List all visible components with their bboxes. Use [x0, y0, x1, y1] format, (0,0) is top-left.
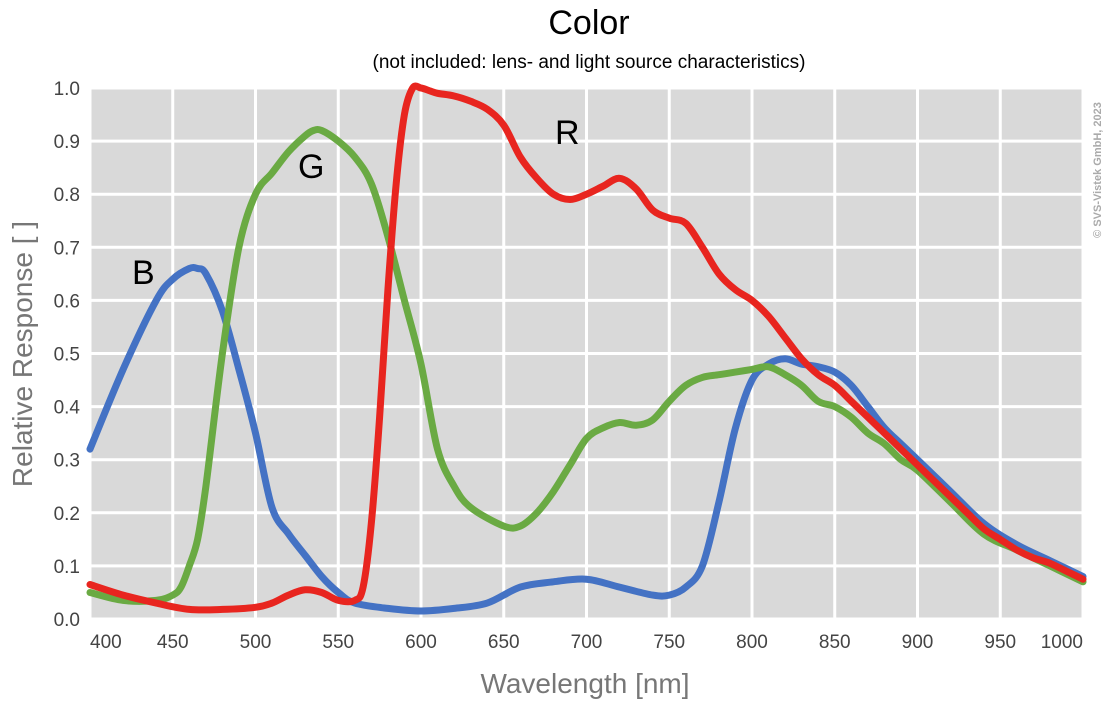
y-tick-label: 0.9	[54, 132, 80, 153]
y-tick-label: 0.5	[54, 345, 80, 366]
series-label-g: G	[298, 148, 324, 186]
series-label-r: R	[555, 114, 580, 152]
y-tick-label: 1.0	[54, 79, 80, 100]
y-tick-label: 0.6	[54, 291, 80, 312]
y-axis-label: Relative Response [ ]	[7, 221, 38, 487]
chart-subtitle: (not included: lens- and light source ch…	[373, 52, 806, 73]
x-tick-label: 500	[240, 632, 272, 653]
x-tick-label: 700	[571, 632, 603, 653]
x-tick-label: 550	[322, 632, 354, 653]
x-tick-label: 950	[984, 632, 1016, 653]
y-tick-label: 0.7	[54, 238, 80, 259]
x-tick-label: 1000	[1041, 632, 1083, 653]
series-line-g	[86, 125, 1087, 605]
y-tick-label: 0.1	[54, 557, 80, 578]
x-tick-label: 650	[488, 632, 520, 653]
x-axis-label: Wavelength [nm]	[480, 668, 689, 699]
y-axis-ticks: 0.0 0.1 0.2 0.3 0.4 0.5 0.6 0.7 0.8 0.9 1.0	[54, 79, 81, 631]
y-tick-label: 0.2	[54, 504, 80, 525]
series-label-b: B	[132, 254, 155, 292]
x-tick-label: 750	[653, 632, 685, 653]
y-tick-label: 0.8	[54, 185, 80, 206]
chart-title: Color	[548, 4, 629, 42]
y-tick-label: 0.3	[54, 451, 80, 472]
x-tick-label: 900	[902, 632, 934, 653]
series-layer	[86, 82, 1087, 615]
x-tick-label: 400	[90, 632, 122, 653]
x-axis-ticks: 400 450 500 550 600 650 700 750 800 850 900 950 1000	[90, 632, 1083, 653]
y-tick-label: 0.0	[54, 610, 80, 631]
x-tick-label: 600	[405, 632, 437, 653]
series-line-r	[86, 82, 1087, 614]
x-tick-label: 450	[157, 632, 189, 653]
x-tick-label: 850	[819, 632, 851, 653]
x-tick-label: 800	[736, 632, 768, 653]
y-tick-label: 0.4	[54, 398, 81, 419]
copyright-text: © SVS-Vistek GmbH, 2023	[1092, 102, 1104, 238]
